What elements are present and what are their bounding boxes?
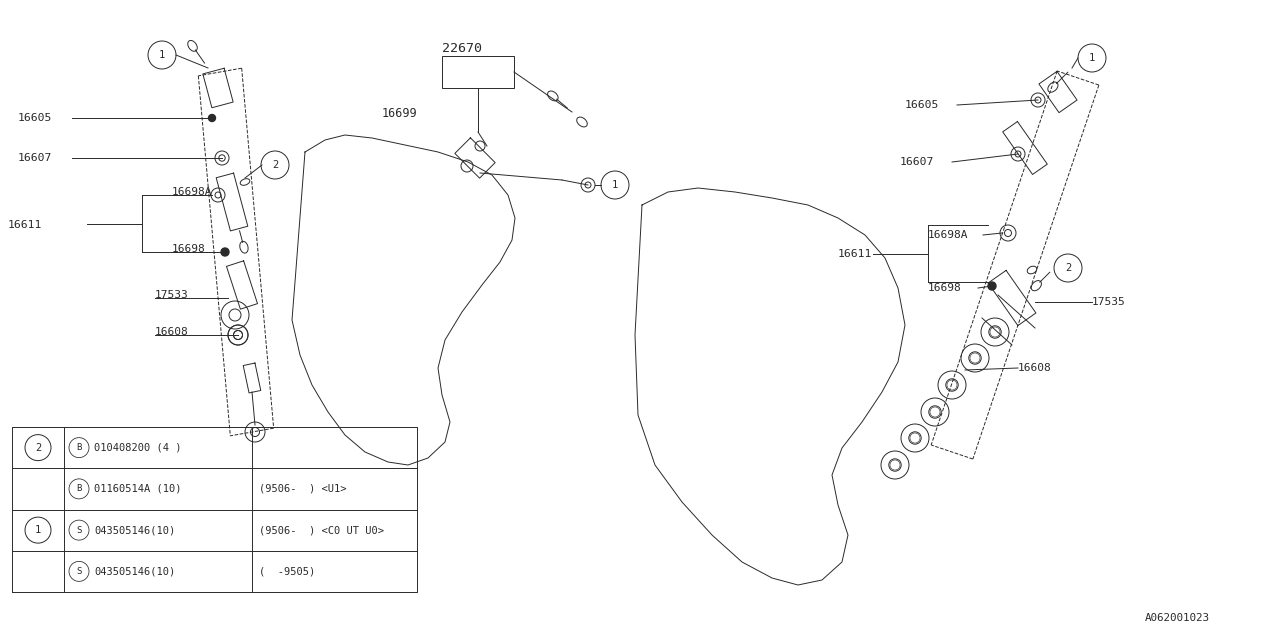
Text: 16607: 16607 <box>900 157 934 167</box>
Text: 2: 2 <box>35 443 41 452</box>
Circle shape <box>221 248 229 256</box>
Text: 22670: 22670 <box>442 42 483 54</box>
Text: S: S <box>77 567 82 576</box>
Text: 043505146(10): 043505146(10) <box>93 566 175 577</box>
Circle shape <box>209 115 215 122</box>
Text: 16605: 16605 <box>905 100 940 110</box>
Text: A062001023: A062001023 <box>1146 613 1210 623</box>
Text: 16698A: 16698A <box>172 187 212 197</box>
Text: 16698: 16698 <box>172 244 206 254</box>
Text: 043505146(10): 043505146(10) <box>93 525 175 535</box>
Text: 010408200 (4 ): 010408200 (4 ) <box>93 443 182 452</box>
Text: 16608: 16608 <box>1018 363 1052 373</box>
Text: 16698A: 16698A <box>928 230 969 240</box>
Text: 16698: 16698 <box>928 283 961 293</box>
Text: 01160514A (10): 01160514A (10) <box>93 484 182 494</box>
Circle shape <box>988 282 996 290</box>
Text: 1: 1 <box>612 180 618 190</box>
Text: 2: 2 <box>1065 263 1071 273</box>
Text: 16699: 16699 <box>381 106 417 120</box>
Text: 1: 1 <box>1089 53 1096 63</box>
Text: 17533: 17533 <box>155 290 188 300</box>
Text: 16605: 16605 <box>18 113 52 123</box>
Text: 16611: 16611 <box>838 248 873 259</box>
Text: (9506-  ) <U1>: (9506- ) <U1> <box>259 484 347 494</box>
Text: B: B <box>77 443 82 452</box>
Text: S: S <box>77 525 82 534</box>
Text: 1: 1 <box>35 525 41 535</box>
Text: (  -9505): ( -9505) <box>259 566 315 577</box>
Text: (9506-  ) <C0 UT U0>: (9506- ) <C0 UT U0> <box>259 525 384 535</box>
Text: 2: 2 <box>271 160 278 170</box>
Text: 1: 1 <box>159 50 165 60</box>
Text: 16608: 16608 <box>155 327 188 337</box>
Text: 16607: 16607 <box>18 153 52 163</box>
Text: 17535: 17535 <box>1092 297 1125 307</box>
Text: 16611: 16611 <box>8 220 42 230</box>
Text: B: B <box>77 484 82 493</box>
